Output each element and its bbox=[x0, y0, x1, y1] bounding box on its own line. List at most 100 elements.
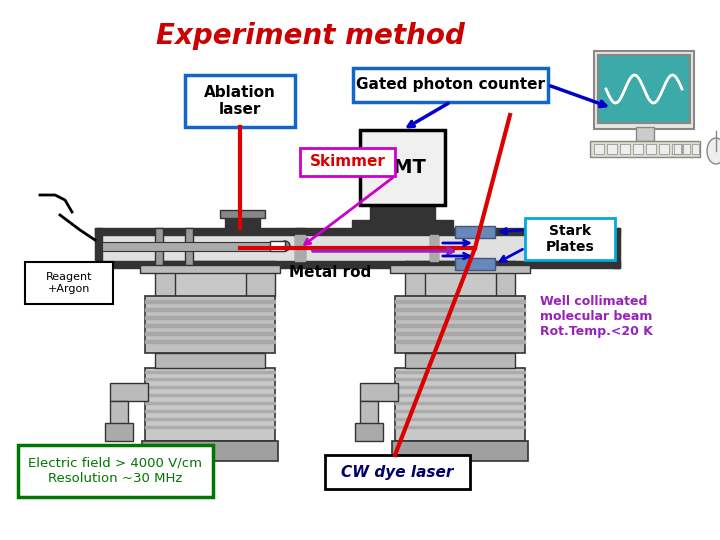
Bar bbox=[395, 402, 525, 404]
Bar bbox=[395, 368, 525, 441]
Text: Gated photon counter: Gated photon counter bbox=[356, 78, 545, 92]
Bar bbox=[145, 296, 275, 353]
Bar bbox=[607, 144, 617, 154]
Text: CW dye laser: CW dye laser bbox=[341, 464, 454, 480]
Bar bbox=[155, 261, 275, 296]
Text: Skimmer: Skimmer bbox=[310, 154, 385, 170]
Bar bbox=[95, 235, 620, 261]
Circle shape bbox=[280, 241, 290, 251]
Bar bbox=[145, 316, 275, 319]
Bar bbox=[110, 383, 148, 401]
Bar bbox=[220, 210, 265, 218]
Bar bbox=[145, 371, 275, 373]
Bar bbox=[674, 144, 681, 154]
Bar bbox=[145, 340, 275, 343]
Bar bbox=[430, 228, 438, 268]
Text: Electric field > 4000 V/cm
Resolution ~30 MHz: Electric field > 4000 V/cm Resolution ~3… bbox=[29, 457, 202, 485]
Bar bbox=[145, 300, 275, 303]
Bar bbox=[145, 394, 275, 396]
Bar bbox=[683, 144, 690, 154]
Bar bbox=[602, 59, 686, 119]
Text: Well collimated
molecular beam
Rot.Temp.<20 K: Well collimated molecular beam Rot.Temp.… bbox=[540, 295, 653, 338]
Bar bbox=[395, 308, 525, 311]
Bar bbox=[352, 220, 453, 232]
Bar bbox=[395, 296, 525, 353]
Bar bbox=[598, 55, 690, 123]
Bar bbox=[395, 340, 525, 343]
Bar bbox=[395, 300, 525, 303]
Bar bbox=[525, 218, 615, 260]
Bar bbox=[325, 455, 470, 489]
Bar bbox=[430, 235, 438, 261]
Bar bbox=[360, 130, 445, 205]
Bar bbox=[395, 378, 525, 380]
Bar bbox=[395, 324, 525, 327]
Bar bbox=[360, 383, 398, 401]
Bar bbox=[295, 235, 305, 261]
Bar bbox=[18, 445, 213, 497]
Bar bbox=[395, 418, 525, 420]
Text: PMT: PMT bbox=[379, 158, 426, 177]
Bar bbox=[590, 141, 700, 157]
Bar bbox=[145, 410, 275, 412]
Bar bbox=[25, 262, 113, 304]
Bar bbox=[395, 426, 525, 428]
Bar bbox=[360, 401, 378, 431]
Text: Stark
Plates: Stark Plates bbox=[546, 224, 595, 254]
Bar bbox=[95, 261, 620, 268]
Bar bbox=[145, 378, 275, 380]
Bar bbox=[395, 332, 525, 335]
Bar bbox=[392, 441, 528, 461]
Bar bbox=[455, 258, 495, 270]
Bar bbox=[142, 441, 278, 461]
Bar bbox=[105, 423, 133, 441]
Bar bbox=[145, 324, 275, 327]
Bar bbox=[620, 144, 630, 154]
Text: Reagent
+Argon: Reagent +Argon bbox=[46, 272, 92, 294]
Bar bbox=[405, 353, 515, 368]
Bar bbox=[613, 228, 620, 268]
Bar bbox=[594, 144, 604, 154]
Bar bbox=[692, 144, 699, 154]
Bar bbox=[646, 144, 656, 154]
Bar bbox=[140, 265, 280, 273]
Bar bbox=[145, 386, 275, 388]
Bar bbox=[145, 426, 275, 428]
Bar bbox=[633, 144, 643, 154]
Bar bbox=[145, 332, 275, 335]
Bar bbox=[155, 353, 265, 368]
Text: Ablation
laser: Ablation laser bbox=[204, 85, 276, 117]
Bar bbox=[300, 148, 395, 176]
Bar bbox=[425, 271, 496, 296]
Bar bbox=[390, 265, 530, 273]
Bar bbox=[185, 228, 193, 268]
Bar bbox=[395, 394, 525, 396]
Bar bbox=[405, 261, 515, 296]
Bar bbox=[110, 401, 128, 431]
Text: Experiment method: Experiment method bbox=[156, 22, 464, 50]
Bar bbox=[155, 228, 163, 268]
Bar bbox=[594, 51, 694, 129]
Bar bbox=[636, 127, 654, 141]
Text: Metal rod: Metal rod bbox=[289, 265, 371, 280]
Bar bbox=[185, 75, 295, 127]
Bar bbox=[370, 205, 435, 228]
Bar bbox=[145, 418, 275, 420]
Bar bbox=[145, 308, 275, 311]
Bar bbox=[395, 386, 525, 388]
Bar bbox=[353, 68, 548, 102]
Bar bbox=[95, 228, 620, 235]
Bar bbox=[598, 55, 690, 123]
Bar bbox=[95, 228, 102, 268]
Bar bbox=[395, 410, 525, 412]
Bar bbox=[295, 228, 305, 268]
Bar bbox=[145, 368, 275, 441]
Bar bbox=[672, 144, 682, 154]
Ellipse shape bbox=[707, 138, 720, 164]
Bar bbox=[270, 241, 285, 251]
Bar bbox=[145, 402, 275, 404]
Bar bbox=[102, 242, 285, 251]
Bar bbox=[175, 271, 246, 296]
Bar bbox=[395, 316, 525, 319]
Bar bbox=[355, 423, 383, 441]
